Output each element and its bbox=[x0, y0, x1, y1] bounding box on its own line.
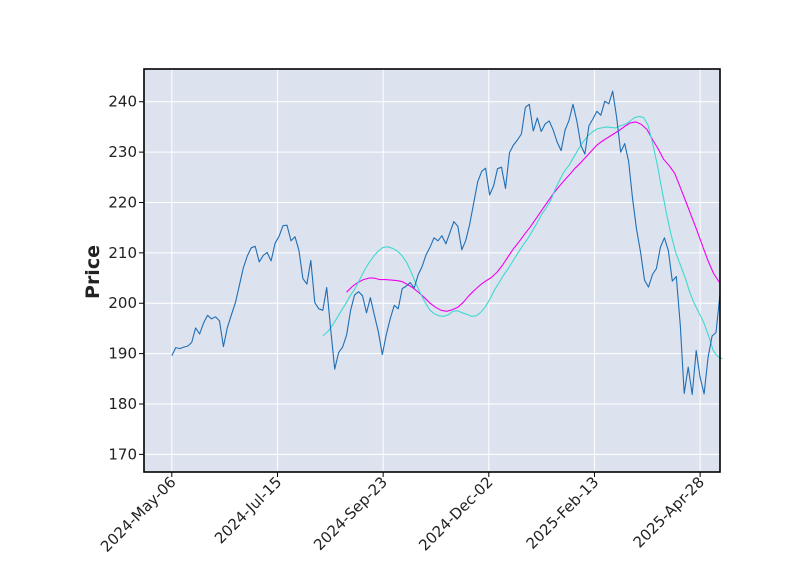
plot-frame bbox=[143, 68, 721, 473]
y-tick-label: 210 bbox=[108, 244, 137, 262]
x-tick-label: 2024-Sep-23 bbox=[310, 473, 391, 554]
plot-background bbox=[144, 69, 720, 472]
y-axis-label: Price bbox=[82, 245, 104, 299]
y-tick-label: 220 bbox=[108, 193, 137, 211]
x-tick-label: 2025-Feb-13 bbox=[523, 473, 603, 553]
y-tick-label: 190 bbox=[108, 345, 137, 363]
y-axis-ticks: 170 180 190 200 210 220 230 240 bbox=[108, 93, 144, 463]
grid-layer bbox=[144, 69, 720, 472]
y-tick-label: 230 bbox=[108, 143, 137, 161]
x-tick-label: 2024-May-06 bbox=[97, 473, 180, 556]
price-series-line bbox=[171, 90, 721, 395]
x-tick-label: 2024-Jul-15 bbox=[211, 473, 285, 547]
x-axis-ticks: 2024-May-06 2024-Jul-15 2024-Sep-23 2024-De… bbox=[97, 472, 708, 556]
ma-long-series-line bbox=[346, 121, 720, 312]
y-tick-label: 200 bbox=[108, 294, 137, 312]
x-tick-label: 2025-Apr-28 bbox=[630, 473, 708, 551]
y-tick-label: 240 bbox=[108, 93, 137, 111]
y-tick-label: 180 bbox=[108, 395, 137, 413]
y-tick-label: 170 bbox=[108, 445, 137, 463]
series-layer bbox=[171, 90, 723, 395]
x-tick-label: 2024-Dec-02 bbox=[415, 473, 496, 554]
ma-short-series-line bbox=[322, 115, 723, 360]
